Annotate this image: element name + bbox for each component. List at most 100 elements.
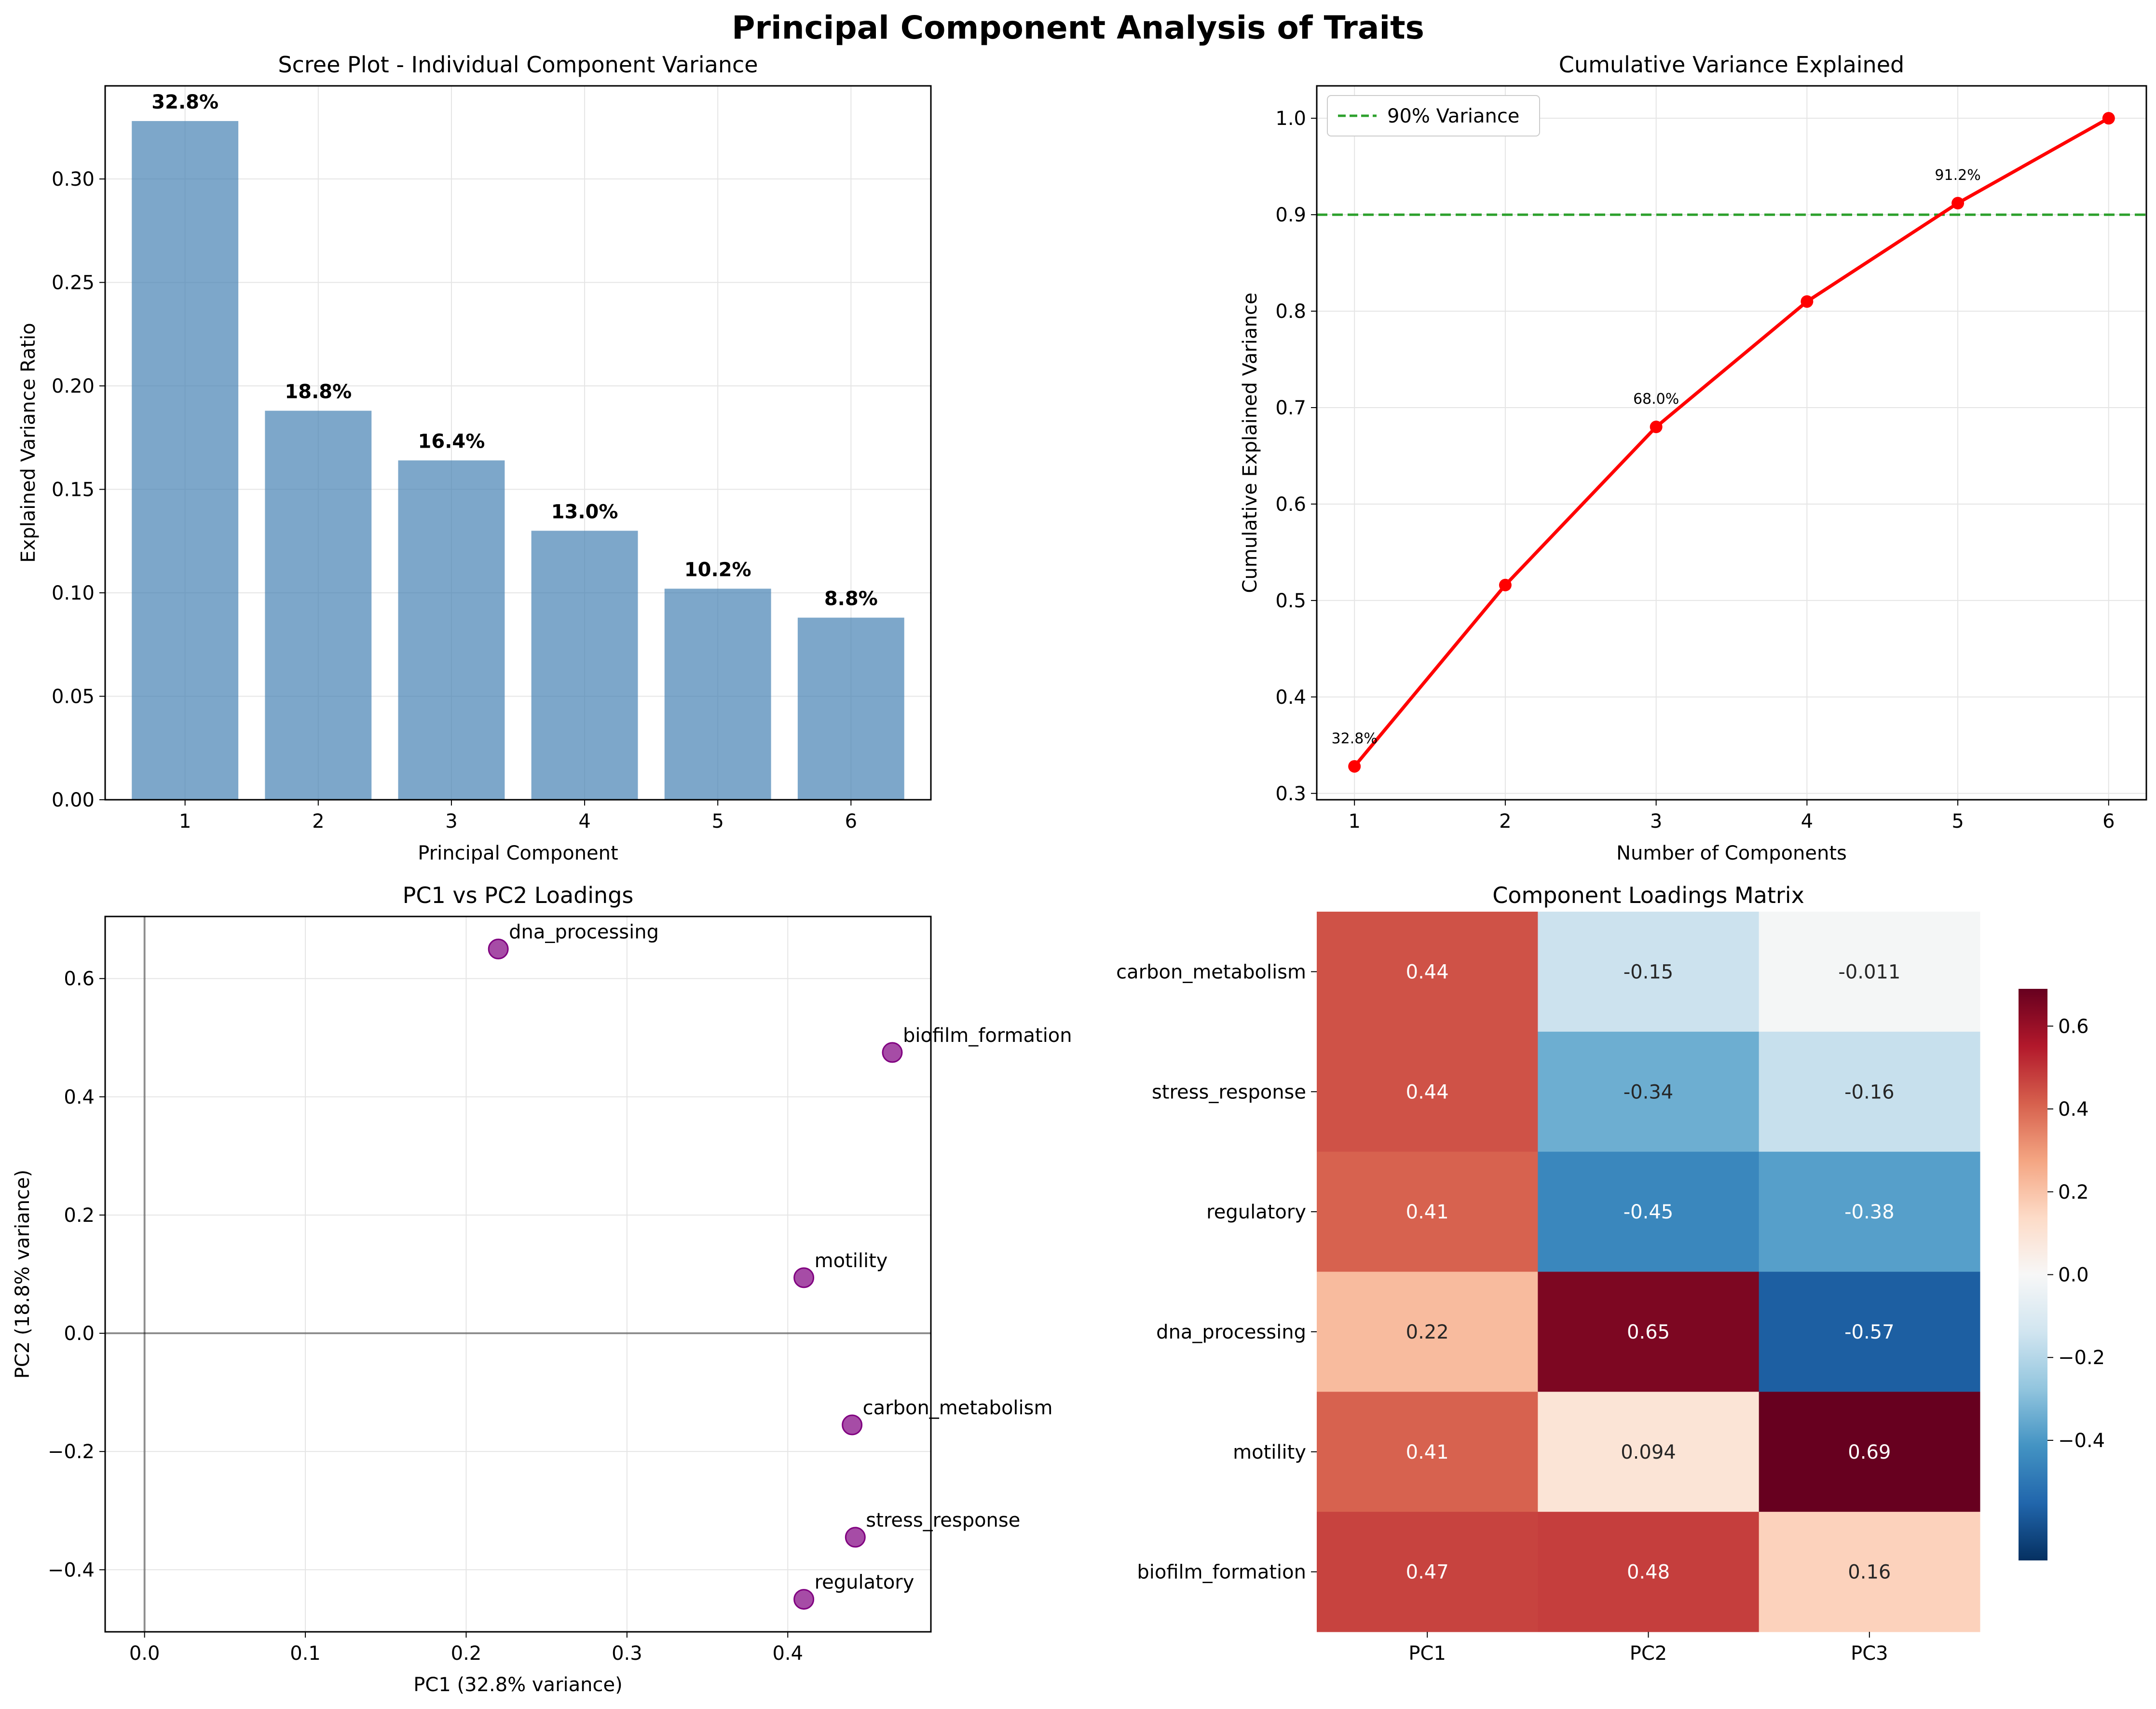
heatmap-cell-label: 0.16 (1848, 1561, 1891, 1584)
y-tick-label: 1.0 (1275, 108, 1306, 130)
colorbar-tick-label: 0.0 (2058, 1264, 2089, 1286)
heatmap-cell-label: -0.57 (1844, 1321, 1895, 1343)
loading-point-label: stress_response (866, 1509, 1020, 1531)
row-label: biofilm_formation (1137, 1561, 1306, 1584)
cumulative-xlabel: Number of Components (1616, 842, 1847, 864)
colorbar-tick-label: 0.2 (2058, 1181, 2089, 1203)
heatmap-cell (1317, 1031, 1538, 1152)
heatmap-cell (1538, 1512, 1760, 1632)
y-tick-label: 0.3 (1275, 783, 1306, 805)
y-tick-label: 0.0 (64, 1323, 95, 1345)
x-tick-label: 0.3 (612, 1642, 642, 1665)
loading-point (793, 1267, 815, 1288)
y-tick-label: 0.7 (1275, 397, 1306, 419)
heatmap-cell-label: -0.38 (1844, 1201, 1895, 1223)
heatmap-cell-label: 0.41 (1406, 1201, 1449, 1223)
x-tick-label: 5 (1951, 810, 1964, 833)
heatmap-cell (1538, 1031, 1760, 1152)
scatter-title: PC1 vs PC2 Loadings (403, 882, 634, 908)
x-tick-label: 4 (578, 810, 590, 833)
heatmap-cell-label: -0.34 (1624, 1081, 1674, 1103)
y-tick-label: 0.15 (52, 479, 95, 501)
heatmap-title: Component Loadings Matrix (1492, 882, 1804, 908)
x-tick-label: 2 (1499, 810, 1511, 833)
heatmap-cell (1317, 1512, 1538, 1632)
loading-point-label: dna_processing (509, 921, 659, 943)
scree-frame (104, 85, 932, 801)
row-label: dna_processing (1156, 1321, 1306, 1343)
y-tick-label: 0.2 (64, 1204, 95, 1227)
y-tick-label: 0.9 (1275, 204, 1306, 226)
cumulative-title: Cumulative Variance Explained (1559, 52, 1904, 78)
y-tick-label: 0.30 (52, 168, 95, 191)
point-value-label: 32.8% (1332, 730, 1378, 747)
bar-value-label: 10.2% (684, 559, 751, 581)
heatmap-cell (1538, 912, 1760, 1032)
y-tick-label: 0.4 (64, 1086, 95, 1108)
heatmap-cell-label: 0.47 (1406, 1561, 1449, 1584)
point-value-label: 68.0% (1633, 391, 1679, 408)
loading-point (845, 1527, 866, 1548)
bar (265, 410, 372, 800)
heatmap-cell (1317, 912, 1538, 1032)
x-tick-label: 3 (1650, 810, 1662, 833)
heatmap-cell (1317, 1271, 1538, 1392)
cumulative-point (1650, 421, 1663, 434)
loading-point-label: regulatory (815, 1572, 914, 1594)
y-tick-label: −0.2 (48, 1441, 95, 1463)
x-tick-label: 0.1 (290, 1642, 321, 1665)
loading-point (793, 1589, 815, 1610)
row-label: regulatory (1206, 1201, 1306, 1223)
heatmap-cell-label: 0.44 (1406, 1081, 1449, 1103)
row-label: carbon_metabolism (1116, 961, 1306, 983)
colorbar-tick-label: 0.4 (2058, 1098, 2089, 1121)
heatmap-cell-label: 0.69 (1848, 1441, 1891, 1463)
heatmap-cell (1538, 1151, 1760, 1272)
loading-point (842, 1414, 863, 1436)
cumulative-ylabel: Cumulative Explained Variance (1239, 293, 1261, 593)
column-label: PC3 (1851, 1642, 1888, 1665)
bar (664, 588, 771, 800)
heatmap-cell (1317, 1151, 1538, 1272)
bar-value-label: 18.8% (285, 381, 352, 403)
x-tick-label: 2 (312, 810, 324, 833)
bar (398, 460, 505, 800)
colorbar-tick-label: −0.4 (2058, 1430, 2105, 1452)
scree-plot-panel: 32.8% 18.8% 16.4% 13.0% 10.2% 8.8% 0.00 0.05 0.1… (17, 52, 932, 864)
legend-label: 90% Variance (1387, 105, 1519, 127)
bar (797, 617, 904, 800)
y-tick-label: 0.6 (64, 968, 95, 990)
scree-title: Scree Plot - Individual Component Varian… (278, 52, 758, 78)
x-tick-label: 0.4 (772, 1642, 803, 1665)
heatmap-cell (1759, 1271, 1980, 1392)
loadings-heatmap-panel: 0.44 -0.15 -0.011 0.44 -0.34 -0.16 0.41 -0.45 -0… (1116, 882, 2105, 1665)
scatter-xlabel: PC1 (32.8% variance) (413, 1674, 622, 1696)
scatter-ylabel: PC2 (18.8% variance) (12, 1170, 34, 1379)
bar-value-label: 13.0% (551, 501, 618, 523)
heatmap-cell-label: -0.45 (1624, 1201, 1674, 1223)
y-tick-label: −0.4 (48, 1559, 95, 1581)
y-tick-label: 0.10 (52, 582, 95, 604)
loading-point-label: carbon_metabolism (863, 1397, 1053, 1419)
colorbar (2019, 989, 2047, 1560)
y-tick-label: 0.05 (52, 686, 95, 708)
point-value-label: 91.2% (1935, 167, 1980, 184)
loading-point-label: motility (815, 1250, 888, 1272)
heatmap-cell-label: 0.48 (1627, 1561, 1670, 1584)
heatmap-cell (1317, 1392, 1538, 1512)
cumulative-point (1499, 578, 1512, 591)
figure-title: Principal Component Analysis of Traits (732, 9, 1424, 46)
y-tick-label: 0.6 (1275, 493, 1306, 516)
x-tick-label: 0.2 (451, 1642, 482, 1665)
colorbar-tick-label: −0.2 (2058, 1347, 2105, 1369)
cumulative-point (2102, 112, 2115, 125)
loading-point-label: biofilm_formation (903, 1025, 1072, 1047)
heatmap-cell-label: 0.41 (1406, 1441, 1449, 1463)
scatter-frame (104, 916, 932, 1633)
cumulative-point (1348, 760, 1361, 773)
heatmap-cell-label: -0.16 (1844, 1081, 1895, 1103)
scree-ylabel: Explained Variance Ratio (17, 323, 40, 562)
heatmap-cell-label: 0.22 (1406, 1321, 1449, 1343)
row-label: motility (1233, 1441, 1306, 1463)
y-tick-label: 0.4 (1275, 686, 1306, 709)
